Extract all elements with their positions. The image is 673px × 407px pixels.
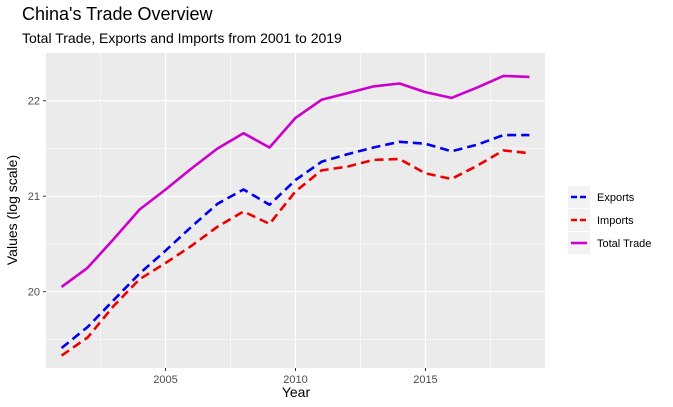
y-tick-label: 22 xyxy=(28,96,40,108)
x-axis-title: Year xyxy=(282,384,311,400)
series-line-exports xyxy=(60,133,530,350)
x-tick-label: 2010 xyxy=(283,374,307,386)
y-tick-label: 21 xyxy=(28,191,40,203)
legend-key-box xyxy=(568,186,590,208)
legend-label: Total Trade xyxy=(597,238,651,250)
legend-key-box xyxy=(568,209,590,231)
grid-lines xyxy=(46,53,545,368)
legend-label: Exports xyxy=(597,192,635,204)
series-line-total-trade xyxy=(60,74,530,288)
chart-title: China's Trade Overview xyxy=(22,4,213,24)
legend-label: Imports xyxy=(597,215,634,227)
series-lines xyxy=(60,74,530,357)
axis-ticks: 2005 2010 2015 20 21 22 xyxy=(28,96,438,386)
y-tick-label: 20 xyxy=(28,287,40,299)
x-tick-label: 2005 xyxy=(153,374,177,386)
legend: Exports Imports Total Trade xyxy=(568,186,651,254)
x-tick-label: 2015 xyxy=(413,374,437,386)
chart-subtitle: Total Trade, Exports and Imports from 20… xyxy=(22,30,342,46)
y-axis-title: Values (log scale) xyxy=(4,155,20,265)
